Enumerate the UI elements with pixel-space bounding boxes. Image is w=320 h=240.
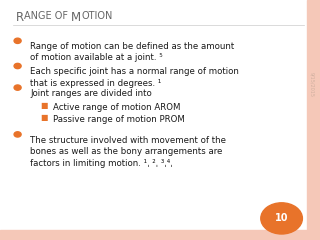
Text: ■: ■ [40, 113, 47, 122]
Text: Range of motion can be defined as the amount
of motion available at a joint. ⁵: Range of motion can be defined as the am… [30, 42, 235, 62]
Circle shape [14, 85, 21, 90]
Bar [0, 230, 320, 240]
Circle shape [14, 132, 21, 137]
Text: M: M [71, 11, 81, 24]
Text: 9/15/2015: 9/15/2015 [309, 72, 315, 96]
Text: R: R [16, 11, 24, 24]
Text: 10: 10 [275, 213, 288, 223]
Text: Active range of motion AROM: Active range of motion AROM [53, 103, 180, 112]
Text: ■: ■ [40, 101, 47, 110]
Circle shape [14, 38, 21, 43]
Text: OTION: OTION [81, 11, 113, 21]
Bar [307, 0, 320, 240]
Text: ANGE OF: ANGE OF [24, 11, 71, 21]
Text: Joint ranges are divided into: Joint ranges are divided into [30, 89, 152, 98]
Circle shape [14, 63, 21, 69]
Text: The structure involved with movement of the
bones as well as the bony arrangemen: The structure involved with movement of … [30, 136, 227, 168]
Text: Each specific joint has a normal range of motion
that is expressed in degrees. ¹: Each specific joint has a normal range o… [30, 67, 239, 88]
Text: Passive range of motion PROM: Passive range of motion PROM [53, 115, 185, 124]
Circle shape [261, 203, 302, 234]
